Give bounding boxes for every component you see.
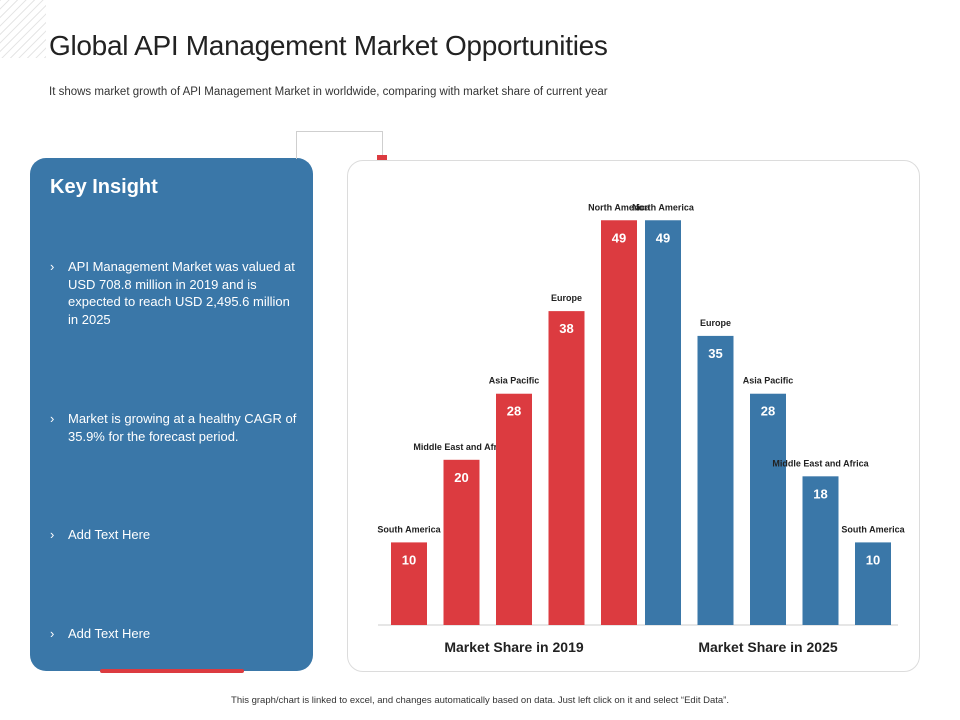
bar: [443, 459, 480, 625]
group-axis-label: Market Share in 2019: [444, 639, 584, 655]
bar: [750, 393, 786, 625]
bar-category-label: North America: [588, 202, 651, 212]
bar-category-label: Europe: [700, 318, 731, 328]
insight-bullet: › Add Text Here: [50, 526, 300, 544]
bar: [802, 476, 839, 625]
bar-category-label: North America: [632, 202, 695, 212]
insight-bullet-text: Add Text Here: [68, 626, 151, 641]
bar-category-label: Asia Pacific: [743, 376, 794, 386]
bar-value-label: 35: [708, 346, 722, 361]
bar-value-label: 49: [656, 230, 670, 245]
bar: [601, 220, 637, 625]
bar-value-label: 10: [866, 552, 880, 567]
bar-value-label: 28: [507, 404, 521, 419]
bar-category-label: Middle East and Africa: [413, 442, 510, 452]
bar: [697, 335, 734, 625]
bar-value-label: 20: [454, 470, 468, 485]
insight-bullet-text: Add Text Here: [68, 527, 151, 542]
insight-bullet-text: Market is growing at a healthy CAGR of 3…: [68, 411, 297, 444]
bar-category-label: Europe: [551, 293, 582, 303]
bar-category-label: South America: [841, 524, 905, 534]
bar-category-label: South America: [377, 524, 441, 534]
connector-line: [296, 131, 383, 159]
bar: [855, 542, 891, 625]
page-title: Global API Management Market Opportuniti…: [49, 30, 608, 61]
bar: [496, 393, 532, 625]
insight-bullet: › API Management Market was valued at US…: [50, 258, 300, 328]
chevron-right-icon: ›: [50, 411, 55, 426]
chevron-right-icon: ›: [50, 527, 55, 542]
bar-value-label: 10: [402, 552, 416, 567]
key-insight-panel: Key Insight › API Management Market was …: [30, 158, 313, 671]
bar: [391, 542, 427, 625]
bar: [548, 311, 585, 625]
insight-bullet: › Market is growing at a healthy CAGR of…: [50, 410, 300, 445]
corner-hatch-decoration: [0, 0, 46, 58]
insight-accent-bar: [100, 669, 244, 673]
bar-value-label: 49: [612, 230, 626, 245]
market-share-chart: 10 South America 20 Middle East and Africa 2…: [377, 202, 905, 655]
insight-bullet-text: API Management Market was valued at USD …: [68, 259, 295, 327]
page-subtitle: It shows market growth of API Management…: [49, 86, 608, 98]
bar-value-label: 38: [559, 321, 573, 336]
chart-card: 10 South America 20 Middle East and Africa 2…: [347, 160, 920, 672]
chevron-right-icon: ›: [50, 259, 55, 274]
footer-note: This graph/chart is linked to excel, and…: [231, 695, 729, 706]
insight-bullet: › Add Text Here: [50, 625, 300, 643]
bar-category-label: Asia Pacific: [489, 376, 540, 386]
bar-value-label: 18: [813, 486, 827, 501]
chevron-right-icon: ›: [50, 626, 55, 641]
group-axis-label: Market Share in 2025: [698, 639, 838, 655]
bar: [645, 220, 681, 625]
bar-value-label: 28: [761, 404, 775, 419]
bar-category-label: Middle East and Africa: [772, 458, 869, 468]
key-insight-title: Key Insight: [50, 176, 158, 198]
